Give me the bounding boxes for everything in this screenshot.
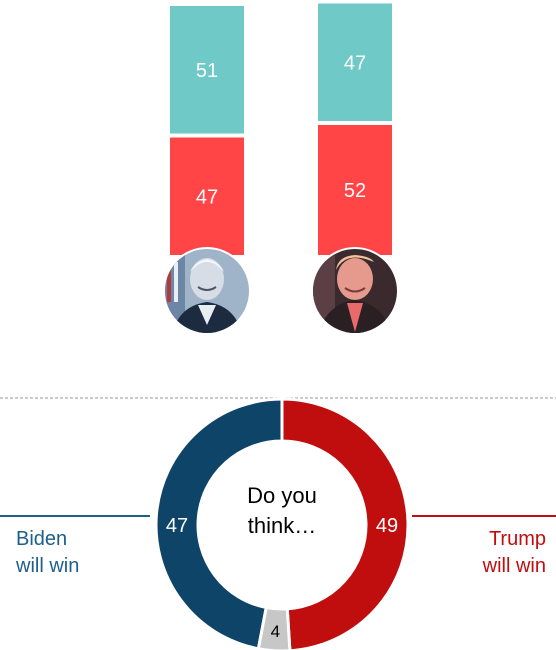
slice-biden-value: 47 [166, 515, 188, 537]
bar-trump-teal-label: 47 [344, 52, 366, 74]
stacked-bar-chart: 51 47 47 52 [170, 3, 392, 255]
biden-will-win-label-line-1: Biden [16, 528, 67, 550]
bar-trump-teal [318, 3, 392, 121]
center-text-line-1: Do you [247, 483, 317, 508]
trump-will-win-label-line-1: Trump [489, 528, 546, 550]
bar-trump-red-label: 52 [344, 180, 366, 202]
biden-portrait [163, 247, 251, 335]
biden-will-win-label-line-2: will win [15, 555, 79, 577]
slice-trump-value: 49 [376, 515, 398, 537]
bar-trump-red [318, 125, 392, 255]
center-text-line-2: think… [248, 513, 316, 538]
slice-other-value: 4 [271, 622, 280, 641]
donut-chart: Do you think… 47 49 4 [154, 397, 410, 650]
bar-biden-teal [170, 6, 244, 134]
trump-will-win-label-line-2: will win [482, 555, 546, 577]
trump-portrait [311, 247, 399, 335]
bar-biden-teal-label: 51 [196, 60, 218, 82]
bar-biden-red-label: 47 [196, 186, 218, 208]
bar-biden-red [170, 137, 244, 255]
